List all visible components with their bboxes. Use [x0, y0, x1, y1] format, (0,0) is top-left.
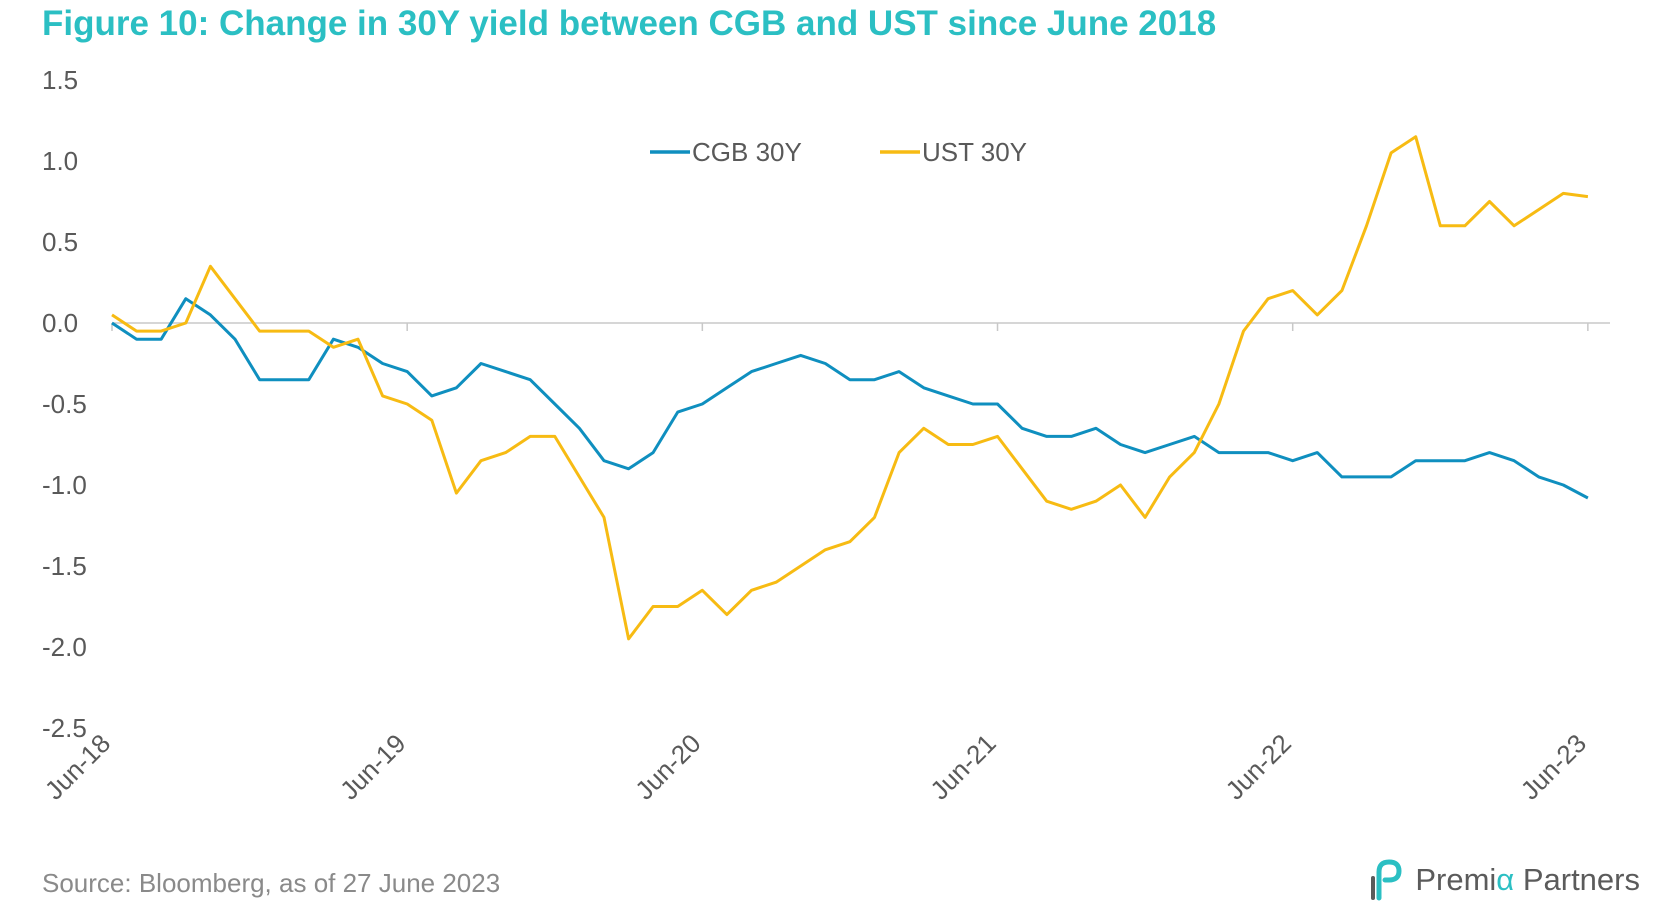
y-tick-label: -1.5: [42, 551, 87, 581]
y-tick-label: -2.5: [42, 713, 87, 743]
y-tick-label: -1.0: [42, 470, 87, 500]
y-tick-label: 1.5: [42, 65, 78, 95]
legend-label: CGB 30Y: [692, 137, 802, 167]
source-note: Source: Bloomberg, as of 27 June 2023: [42, 868, 501, 898]
page-title: Figure 10: Change in 30Y yield between C…: [42, 4, 1217, 43]
brand-name-pre: Premi: [1415, 862, 1497, 897]
x-tick-label: Jun-21: [924, 728, 1001, 805]
legend: CGB 30Y UST 30Y: [650, 137, 1027, 167]
x-tick-labels: Jun-18 Jun-19 Jun-20 Jun-21 Jun-22 Jun-23: [39, 728, 1592, 805]
y-tick-label: -0.5: [42, 389, 87, 419]
x-axis: [111, 322, 1610, 331]
series-lines: [111, 135, 1589, 641]
brand-name-post: Partners: [1514, 862, 1640, 897]
x-tick-label: Jun-22: [1220, 728, 1297, 805]
x-tick-label: Jun-23: [1515, 728, 1592, 805]
legend-label: UST 30Y: [922, 137, 1027, 167]
y-tick-labels: 1.5 1.0 0.5 0.0 -0.5 -1.0 -1.5 -2.0 -2.5: [42, 65, 87, 743]
y-tick-label: 0.0: [42, 308, 78, 338]
y-tick-label: 1.0: [42, 146, 78, 176]
brand-name-accent: α: [1496, 862, 1515, 897]
chart-svg: 1.51.00.50.0-0.5-1.0-1.5-2.0-2.5 Jun-18 J…: [39, 65, 1610, 805]
series-line-ust-30y: [111, 135, 1589, 641]
y-tick-label: -2.0: [42, 632, 87, 662]
x-tick-label: Jun-20: [629, 728, 706, 805]
brand-name: Premiα Partners: [1415, 862, 1640, 898]
premia-logo-icon: [1371, 859, 1402, 901]
x-tick-label: Jun-19: [334, 728, 411, 805]
brand-logo: Premiα Partners: [1369, 856, 1640, 904]
y-tick-label: 0.5: [42, 227, 78, 257]
series-line-cgb-30y: [111, 297, 1589, 500]
